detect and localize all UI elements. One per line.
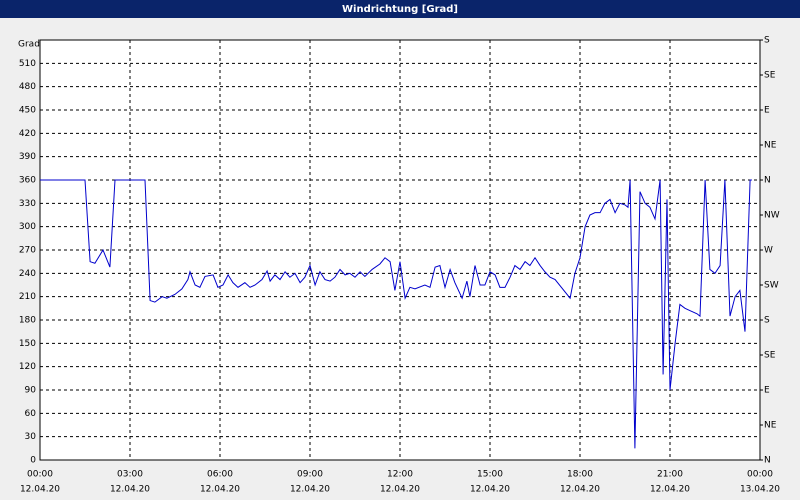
x-tick-label: 00:00 — [27, 470, 53, 480]
y-tick-label: 90 — [25, 386, 37, 396]
title-bar — [0, 0, 800, 18]
y2-tick-label: N — [764, 456, 771, 466]
y-tick-label: 420 — [19, 129, 36, 139]
y-tick-label: 30 — [25, 432, 37, 442]
x-tick-label: 21:00 — [657, 470, 683, 480]
x-tick-label: 18:00 — [567, 470, 593, 480]
y2-tick-label: SE — [764, 351, 776, 361]
y-tick-label: 510 — [19, 59, 36, 69]
y2-tick-label: NW — [764, 211, 780, 221]
y-tick-label: 300 — [19, 222, 36, 232]
y2-tick-label: SW — [764, 281, 779, 291]
x-tick-date: 12.04.20 — [110, 485, 150, 495]
y-tick-label: 480 — [19, 82, 36, 92]
x-tick-date: 12.04.20 — [200, 485, 240, 495]
y2-tick-label: NE — [764, 421, 777, 431]
y-tick-label: 330 — [19, 199, 36, 209]
x-tick-label: 12:00 — [387, 470, 413, 480]
y2-tick-label: S — [764, 316, 770, 326]
y-tick-label: 270 — [19, 246, 36, 256]
x-tick-label: 00:00 — [747, 470, 773, 480]
y-tick-label: 390 — [19, 152, 36, 162]
y-tick-label: 150 — [19, 339, 36, 349]
y-tick-label: 210 — [19, 292, 36, 302]
x-tick-label: 06:00 — [207, 470, 233, 480]
y-tick-label: 450 — [19, 106, 36, 116]
chart-title: Windrichtung [Grad] — [342, 4, 458, 15]
y2-tick-label: N — [764, 176, 771, 186]
y2-tick-label: S — [764, 36, 770, 46]
y-tick-label: 360 — [19, 176, 36, 186]
x-tick-date: 12.04.20 — [470, 485, 510, 495]
y-tick-label: 240 — [19, 269, 36, 279]
y2-tick-label: E — [764, 386, 770, 396]
x-tick-date: 12.04.20 — [380, 485, 420, 495]
x-tick-date: 13.04.20 — [740, 485, 780, 495]
y-tick-label: 0 — [30, 456, 36, 466]
y-tick-label: 120 — [19, 362, 36, 372]
x-tick-date: 12.04.20 — [290, 485, 330, 495]
data-line — [40, 179, 752, 449]
x-tick-label: 15:00 — [477, 470, 503, 480]
x-tick-label: 09:00 — [297, 470, 323, 480]
y2-tick-label: NE — [764, 141, 777, 151]
y2-tick-label: SE — [764, 71, 776, 81]
y2-tick-label: E — [764, 106, 770, 116]
y-axis-label: Grad — [18, 40, 40, 50]
x-tick-label: 03:00 — [117, 470, 143, 480]
y-tick-label: 60 — [25, 409, 37, 419]
y2-tick-label: W — [764, 246, 773, 256]
x-tick-date: 12.04.20 — [560, 485, 600, 495]
y-tick-label: 180 — [19, 316, 36, 326]
x-tick-date: 12.04.20 — [20, 485, 60, 495]
x-tick-date: 12.04.20 — [650, 485, 690, 495]
